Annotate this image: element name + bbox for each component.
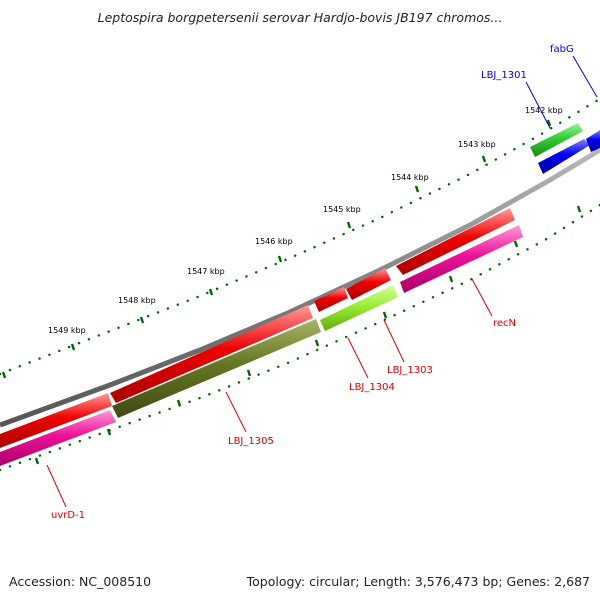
gene-label-lbj-1303[interactable]: LBJ_1303 xyxy=(387,365,433,376)
tick-label: 1545 kbp xyxy=(323,205,361,214)
inner-scale-dots xyxy=(0,203,600,472)
gene-label-fabg[interactable]: fabG xyxy=(550,44,574,55)
outer-scale-dots xyxy=(0,98,600,376)
outer-major-ticks xyxy=(1,119,552,379)
gene-label-lbj-1301[interactable]: LBJ_1301 xyxy=(481,70,527,81)
gene-lbj-1303-feature[interactable] xyxy=(346,268,391,300)
tick-label: 1546 kbp xyxy=(255,237,293,246)
accession-text: Accession: NC_008510 xyxy=(9,574,152,589)
tick-label: 1548 kbp xyxy=(118,296,156,305)
gene-fabg-cds[interactable] xyxy=(586,130,600,152)
leader-recn xyxy=(471,278,493,317)
tick-label: 1547 kbp xyxy=(187,267,225,276)
leader-uvrd-1 xyxy=(46,464,67,508)
tick-label: 1542 kbp xyxy=(525,106,563,115)
topology-summary: Topology: circular; Length: 3,576,473 bp… xyxy=(246,574,590,589)
leader-lbj-1304 xyxy=(347,337,369,379)
tick-label: 1543 kbp xyxy=(458,140,496,149)
gene-label-uvrd-1[interactable]: uvrD-1 xyxy=(51,510,85,521)
gene-lbj-1303-cds[interactable] xyxy=(320,285,398,331)
leader-lbj-1305 xyxy=(225,391,247,433)
gene-label-lbj-1305[interactable]: LBJ_1305 xyxy=(228,436,274,447)
gene-lbj-1305-feature[interactable] xyxy=(110,305,313,403)
gene-label-recn[interactable]: recN xyxy=(493,318,516,329)
map-title: Leptospira borgpetersenii serovar Hardjo… xyxy=(97,10,503,25)
tick-label: 1549 kbp xyxy=(48,326,86,335)
gene-uvrd-1-cds[interactable] xyxy=(0,410,116,466)
chromosome-backbone xyxy=(0,147,600,428)
gene-lbj-1301-feature[interactable] xyxy=(530,123,583,157)
tick-label: 1544 kbp xyxy=(391,173,429,182)
gene-lbj-1301-cds[interactable] xyxy=(538,139,590,174)
leader-lbj-1301 xyxy=(525,81,551,129)
gene-recn-feature[interactable] xyxy=(396,208,515,275)
gene-uvrd-1-feature[interactable] xyxy=(0,393,112,448)
gene-lbj-1305-cds[interactable] xyxy=(112,319,321,418)
leader-fabg xyxy=(572,55,598,98)
gene-lbj-1304-feature[interactable] xyxy=(314,287,348,312)
gene-label-lbj-1304[interactable]: LBJ_1304 xyxy=(349,382,395,393)
gene-recn-cds[interactable] xyxy=(400,225,523,293)
leader-lbj-1303 xyxy=(383,319,405,363)
inner-major-ticks xyxy=(34,205,582,465)
